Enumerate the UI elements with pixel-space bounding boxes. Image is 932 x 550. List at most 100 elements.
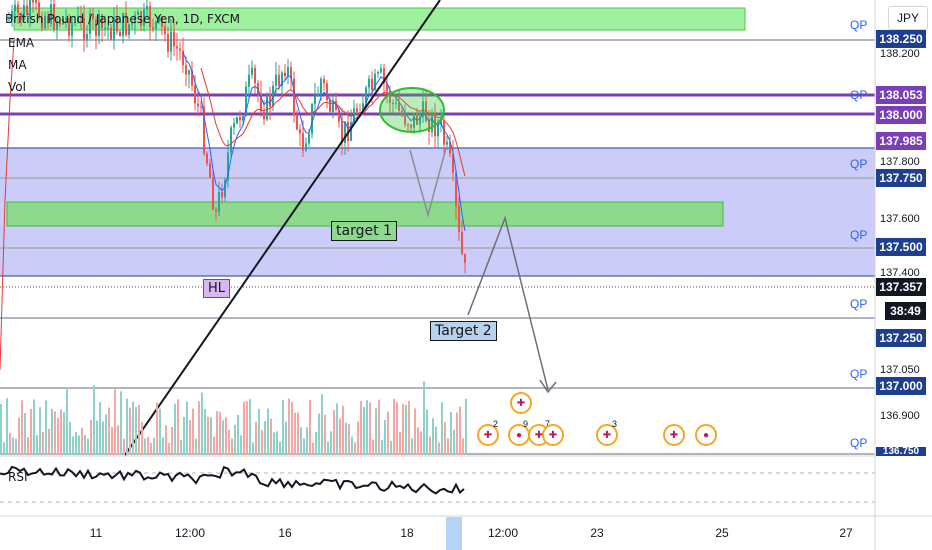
volume-bar	[339, 418, 341, 455]
rsi-line	[0, 465, 465, 495]
volume-bar	[459, 406, 461, 455]
volume-bar	[165, 425, 167, 455]
uk-flag-icon[interactable]: ✚	[663, 424, 685, 446]
candle-body	[359, 111, 361, 116]
axis-label: 137.400	[880, 267, 920, 279]
candle-body	[443, 120, 445, 145]
candle-body	[365, 87, 367, 104]
candle-body	[281, 72, 283, 87]
candle-body	[449, 141, 451, 154]
candle-body	[47, 16, 49, 24]
event-dot-icon[interactable]: ●	[695, 424, 717, 446]
candle-body	[32, 0, 34, 3]
candle-body	[176, 46, 178, 49]
arrow-head	[539, 379, 557, 394]
candle-body	[251, 67, 253, 75]
volume-bar	[114, 389, 116, 455]
candle-body	[389, 90, 391, 104]
candle-body	[404, 113, 406, 125]
candle-body	[107, 27, 109, 29]
indicator-vol[interactable]: Vol	[8, 80, 26, 94]
candle-body	[287, 67, 289, 77]
volume-bar	[246, 401, 248, 455]
candle-body	[224, 179, 226, 198]
uk-flag-icon[interactable]: ✚	[596, 424, 618, 446]
volume-bar	[285, 421, 287, 455]
candle-body	[461, 232, 463, 254]
candle-body	[206, 153, 208, 164]
volume-bar	[57, 417, 59, 455]
volume-bar	[423, 381, 425, 455]
candle-body	[200, 106, 202, 108]
volume-bar	[318, 413, 320, 455]
candle-body	[335, 101, 337, 111]
volume-bar	[258, 408, 260, 455]
volume-bar	[33, 399, 35, 455]
candle-body	[329, 100, 331, 112]
currency-button[interactable]: JPY	[888, 6, 928, 30]
event-count: 9	[523, 419, 529, 429]
volume-bar	[228, 429, 230, 455]
volume-bar	[297, 412, 299, 455]
volume-bar	[204, 409, 206, 455]
ema-line	[182, 51, 466, 232]
volume-bar	[222, 420, 224, 455]
candle-body	[239, 116, 241, 121]
volume-bar	[51, 408, 53, 455]
axis-label: 137.050	[880, 364, 920, 376]
qp-label: QP	[850, 18, 868, 32]
price-tag: 137.500	[876, 238, 926, 256]
volume-bar	[441, 402, 443, 455]
volume-bar	[15, 438, 17, 455]
volume-bar	[3, 442, 5, 455]
volume-bar	[462, 438, 464, 455]
indicator-ema[interactable]: EMA	[8, 36, 35, 50]
volume-bar	[360, 400, 362, 455]
axis-label: 138.200	[880, 48, 920, 60]
volume-bar	[45, 400, 47, 455]
price-tag: 137.250	[876, 329, 926, 347]
candle-body	[254, 67, 256, 84]
countdown-tag: 38:49	[885, 302, 926, 320]
indicator-ma[interactable]: MA	[8, 58, 27, 72]
candle-body	[464, 253, 466, 263]
candle-body	[323, 78, 325, 84]
volume-bar	[120, 391, 122, 455]
uk-flag-icon[interactable]: ✚	[542, 424, 564, 446]
volume-bar	[72, 436, 74, 455]
uk-flag-icon[interactable]: ✚	[510, 392, 532, 414]
candle-body	[266, 95, 268, 120]
volume-bar	[369, 402, 371, 455]
candle-body	[74, 22, 76, 24]
volume-bar	[24, 413, 26, 455]
projection-path-1	[409, 147, 447, 218]
volume-bar	[282, 399, 284, 455]
volume-bar	[168, 442, 170, 455]
uk-flag-icon[interactable]: ✚	[477, 424, 499, 446]
volume-bar	[354, 442, 356, 455]
volume-bar	[303, 438, 305, 455]
volume-bar	[69, 421, 71, 455]
candle-body	[167, 34, 169, 52]
candle-body	[134, 15, 136, 24]
candle-body	[38, 2, 40, 18]
date-highlight	[446, 517, 462, 550]
candle-body	[143, 9, 145, 26]
candle-body	[431, 112, 433, 132]
candle-body	[185, 65, 187, 75]
volume-bar	[153, 437, 155, 455]
candle-body	[374, 73, 376, 90]
candle-body	[209, 163, 211, 178]
volume-bar	[417, 427, 419, 455]
volume-bar	[414, 408, 416, 455]
indicator-rsi[interactable]: RSI	[8, 470, 28, 484]
volume-bar	[156, 402, 158, 455]
qp-label: QP	[850, 88, 868, 102]
volume-bar	[291, 401, 293, 455]
price-tag: 137.000	[876, 377, 926, 395]
volume-bar	[105, 414, 107, 455]
qp-label: QP	[850, 367, 868, 381]
candle-body	[152, 27, 154, 29]
price-tag: 137.985	[876, 132, 926, 150]
